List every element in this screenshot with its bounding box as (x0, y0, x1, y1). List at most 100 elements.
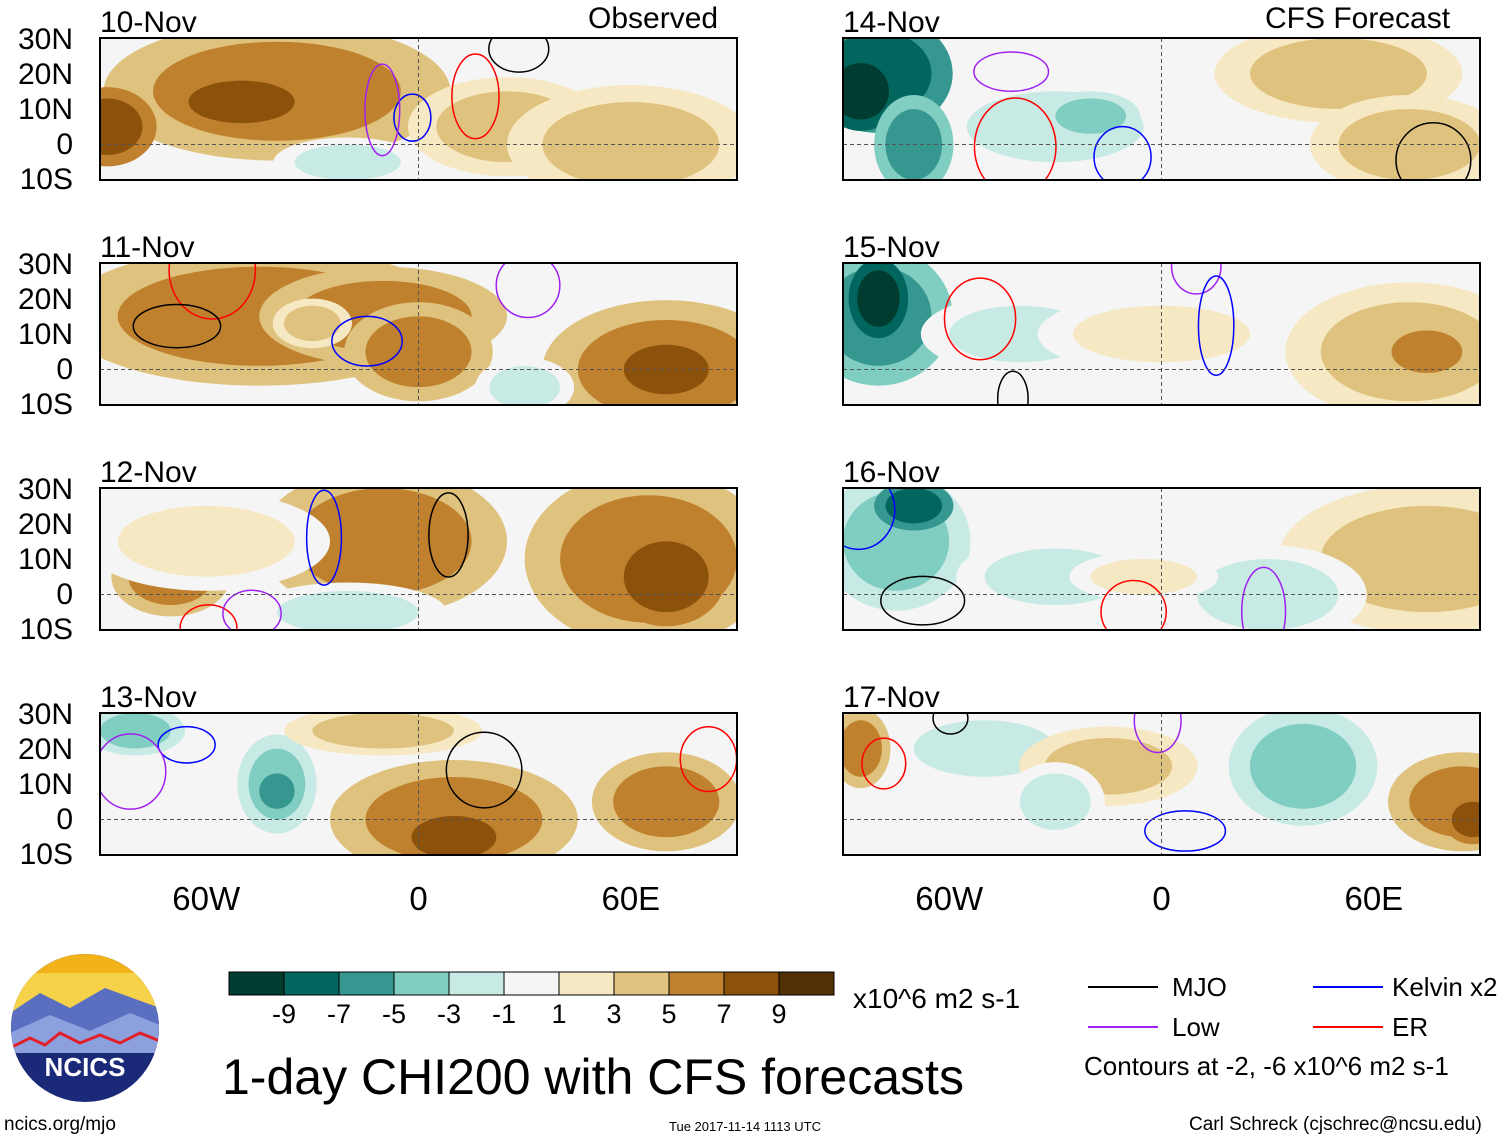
lat-label: 10S (20, 838, 73, 871)
panel-frame (99, 37, 738, 181)
map-panel: 12-Nov (99, 456, 738, 631)
contour-line (861, 737, 907, 790)
panel-date: 13-Nov (100, 681, 197, 714)
panel-frame (99, 712, 738, 856)
lat-label: 10S (20, 613, 73, 646)
lat-label: 30N (18, 248, 73, 281)
anomaly-region (276, 591, 419, 630)
colorbar-tick: 7 (716, 999, 731, 1029)
panel-frame (842, 712, 1481, 856)
colorbar-swatch (778, 971, 835, 996)
panel-frame (842, 262, 1481, 406)
anomaly-region (284, 305, 341, 342)
lat-label: 10N (18, 768, 73, 801)
anomaly-region (100, 713, 171, 749)
panel-frame (842, 487, 1481, 631)
contour-line (932, 713, 969, 735)
contour-line (157, 725, 216, 764)
anomaly-region (885, 488, 943, 524)
lat-label: 20N (18, 508, 73, 541)
forecast-label: CFS Forecast (1265, 2, 1451, 35)
colorbar: -9 -7 -5 -3 -1 1 3 5 7 9 (228, 971, 835, 1029)
panel-date: 14-Nov (843, 6, 940, 39)
colorbar-swatch (558, 971, 615, 996)
contour-line (1395, 122, 1472, 180)
panel-date: 10-Nov (100, 6, 197, 39)
contour-line (305, 489, 343, 586)
anomaly-region (857, 270, 900, 327)
map-panel: 14-Nov (842, 6, 1481, 181)
colorbar-swatch (668, 971, 725, 996)
legend-er-line (1313, 1026, 1383, 1028)
contour-line (996, 370, 1029, 405)
colorbar-tick: 9 (771, 999, 786, 1029)
anomaly-region (100, 98, 143, 156)
contour-line (495, 263, 561, 319)
lat-label: 10S (20, 388, 73, 421)
colorbar-swatch (503, 971, 560, 996)
anomaly-region (542, 102, 720, 180)
legend-kelvin: Kelvin x2 (1392, 972, 1498, 1002)
legend-mjo-line (1088, 986, 1158, 988)
map-panel: 17-Nov (842, 681, 1481, 856)
anomaly-region (843, 62, 889, 120)
lat-label: 30N (18, 698, 73, 731)
contour-line (132, 303, 222, 349)
anomaly-region (1249, 38, 1427, 109)
lat-label: 10S (20, 163, 73, 196)
ncics-logo: NCICS (11, 954, 159, 1102)
timestamp: Tue 2017-11-14 1113 UTC (669, 1119, 821, 1134)
panel-date: 17-Nov (843, 681, 940, 714)
anomaly-region (843, 720, 882, 777)
contour-line (488, 38, 550, 73)
anomaly-region (1019, 773, 1091, 831)
contour-line (393, 93, 432, 142)
lat-label: 0 (56, 353, 73, 386)
colorbar-swatch (613, 971, 670, 996)
lon-label: 60W (915, 880, 984, 917)
colorbar-tick: -9 (272, 999, 296, 1029)
legend-kelvin-line (1313, 986, 1383, 988)
contour-note: Contours at -2, -6 x10^6 m2 s-1 (1084, 1051, 1449, 1081)
contour-line (1170, 263, 1222, 295)
colorbar-swatch (723, 971, 780, 996)
contour-line (445, 731, 523, 809)
lat-label: 10N (18, 93, 73, 126)
anomaly-region (188, 80, 295, 124)
contour-line (100, 733, 167, 810)
anomaly-region (623, 541, 709, 613)
contour-line (973, 51, 1050, 92)
map-panel: 16-Nov (842, 456, 1481, 631)
contour-line (222, 589, 282, 630)
contour-line (1100, 579, 1168, 630)
contour-line (843, 488, 896, 551)
contour-line (1197, 275, 1235, 377)
lat-label: 0 (56, 128, 73, 161)
lat-label: 20N (18, 283, 73, 316)
author: Carl Schreck (cjschrec@ncsu.edu) (1189, 1114, 1482, 1135)
logo-text: NCICS (45, 1052, 126, 1082)
figure-title: 1-day CHI200 with CFS forecasts (222, 1049, 964, 1105)
colorbar-swatch (228, 971, 285, 996)
anomaly-region (1249, 723, 1357, 809)
anomaly-region (1338, 109, 1480, 180)
anomaly-region (1391, 330, 1463, 373)
lat-label: 30N (18, 23, 73, 56)
contour-line (331, 315, 403, 367)
map-panel: 10-Nov (99, 6, 738, 181)
anomaly-region (623, 344, 709, 395)
colorbar-swatch (393, 971, 450, 996)
lat-label: 10N (18, 543, 73, 576)
contour-line (880, 575, 966, 626)
legend-low-line (1088, 1026, 1158, 1028)
colorbar-tick: -1 (492, 999, 516, 1029)
legend-er: ER (1392, 1012, 1429, 1042)
panel-frame (99, 262, 738, 406)
contour-line (168, 263, 257, 320)
anomaly-region (489, 366, 561, 405)
contour-line (943, 277, 1017, 361)
colorbar-swatch (338, 971, 395, 996)
units-label: x10^6 m2 s-1 (853, 983, 1021, 1014)
